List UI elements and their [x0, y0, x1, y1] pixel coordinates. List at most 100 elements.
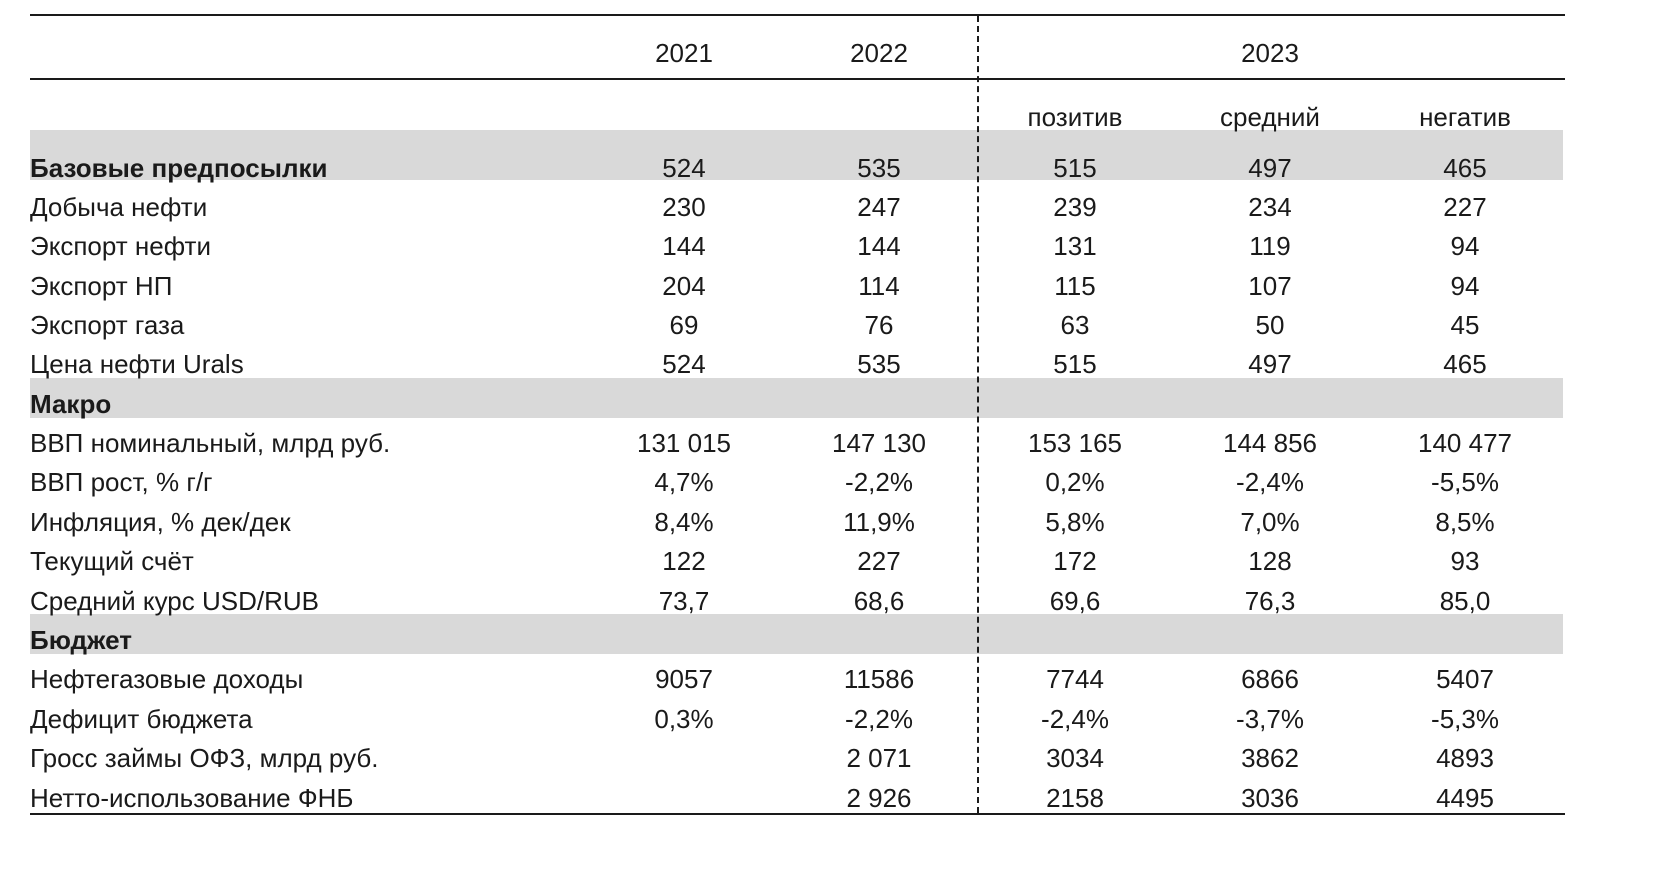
table-cell: 3862: [1241, 743, 1299, 773]
table-row: Дефицит бюджета 0,3% -2,2% -2,4% -3,7% -5,3%: [0, 699, 1660, 739]
table-cell: 11,9%: [843, 507, 915, 537]
section-band-base: [30, 130, 1563, 180]
section-band-macro: [30, 378, 1563, 418]
row-label: Дефицит бюджета: [30, 704, 253, 734]
table-cell: -2,4%: [1041, 704, 1109, 734]
table-row: Гросс займы ОФЗ, млрд руб. 2 071 3034 3862 4…: [0, 738, 1660, 778]
table-cell: 497: [1248, 349, 1292, 379]
table-cell: 144: [662, 231, 706, 261]
table-cell: -3,7%: [1236, 704, 1304, 734]
table-cell: 4893: [1436, 743, 1494, 773]
row-label: Нетто-использование ФНБ: [30, 783, 354, 813]
table-cell: 5,8%: [1045, 507, 1105, 537]
table-cell: 465: [1443, 349, 1487, 379]
table-cell: 3034: [1046, 743, 1104, 773]
row-label: ВВП рост, % г/г: [30, 467, 213, 497]
table-cell: 107: [1248, 271, 1292, 301]
table-cell: 85,0: [1439, 586, 1491, 616]
table-cell: 131 015: [637, 428, 731, 458]
table-cell: 535: [857, 349, 901, 379]
table-cell: 45: [1450, 310, 1480, 340]
table-cell: 2 071: [846, 743, 912, 773]
table-top-rule: [30, 14, 1565, 16]
scenario-positive: позитив: [1027, 102, 1123, 132]
section-row: Базовые предпосылки 524 535 515 497 465: [0, 148, 1660, 188]
table-cell: 50: [1255, 310, 1285, 340]
row-label: Инфляция, % дек/дек: [30, 507, 291, 537]
table-cell: 115: [1054, 271, 1096, 301]
row-label: Текущий счёт: [30, 546, 194, 576]
scenario-base: средний: [1220, 102, 1320, 132]
table-cell: 8,5%: [1435, 507, 1495, 537]
table-cell: 515: [1053, 349, 1097, 379]
table-cell: 6866: [1241, 664, 1299, 694]
table-cell: 153 165: [1028, 428, 1122, 458]
table-cell: 69: [669, 310, 699, 340]
table-row: Цена нефти Urals 524 535 515 497 465: [0, 344, 1660, 384]
table-cell: 68,6: [853, 586, 905, 616]
table-row: Средний курс USD/RUB 73,7 68,6 69,6 76,3 85,0: [0, 581, 1660, 621]
table-cell: 239: [1053, 192, 1097, 222]
table-row: Экспорт НП 204 114 115 107 94: [0, 266, 1660, 306]
table-row: ВВП рост, % г/г 4,7% -2,2% 0,2% -2,4% -5,5%: [0, 462, 1660, 502]
table-cell: 515: [1053, 153, 1097, 183]
year-2022: 2022: [850, 38, 908, 68]
table-cell: 535: [857, 153, 901, 183]
table-cell: 147 130: [832, 428, 926, 458]
scenario-negative: негатив: [1419, 102, 1511, 132]
table-cell: 227: [857, 546, 901, 576]
table-cell: 11586: [843, 664, 915, 694]
table-cell: 4,7%: [654, 467, 714, 497]
table-cell: 119: [1249, 231, 1291, 261]
year-2023: 2023: [1241, 38, 1299, 68]
table-cell: 76: [864, 310, 894, 340]
table-row: Инфляция, % дек/дек 8,4% 11,9% 5,8% 7,0% 8,5%: [0, 502, 1660, 542]
table-cell: 122: [662, 546, 706, 576]
row-label: ВВП номинальный, млрд руб.: [30, 428, 391, 458]
section-row: Бюджет: [0, 620, 1660, 660]
table-cell: 94: [1450, 231, 1480, 261]
table-cell: 93: [1450, 546, 1480, 576]
table-cell: 8,4%: [654, 507, 714, 537]
table-row: Экспорт нефти 144 144 131 119 94: [0, 226, 1660, 266]
table-cell: 524: [662, 349, 706, 379]
section-label: Базовые предпосылки: [30, 153, 328, 183]
row-label: Экспорт НП: [30, 271, 173, 301]
section-band-budget: [30, 614, 1563, 654]
table-row: Добыча нефти 230 247 239 234 227: [0, 187, 1660, 227]
table-cell: 7,0%: [1240, 507, 1300, 537]
row-label: Цена нефти Urals: [30, 349, 244, 379]
forecast-divider: [977, 16, 979, 813]
row-label: Нефтегазовые доходы: [30, 664, 304, 694]
table-row: ВВП номинальный, млрд руб. 131 015 147 130…: [0, 423, 1660, 463]
table-row: Нефтегазовые доходы 9057 11586 7744 6866 5407: [0, 659, 1660, 699]
table-cell: 144: [857, 231, 901, 261]
row-label: Экспорт газа: [30, 310, 185, 340]
table-cell: 524: [662, 153, 706, 183]
table-cell: 144 856: [1223, 428, 1317, 458]
table-cell: 114: [858, 271, 900, 301]
table-cell: -5,5%: [1431, 467, 1499, 497]
table-cell: 2 926: [846, 783, 912, 813]
table-cell: 230: [662, 192, 706, 222]
section-label: Макро: [30, 389, 112, 419]
table-cell: -2,4%: [1236, 467, 1304, 497]
table-cell: -2,2%: [845, 704, 913, 734]
row-label: Экспорт нефти: [30, 231, 211, 261]
table-row: Текущий счёт 122 227 172 128 93: [0, 541, 1660, 581]
table-cell: 172: [1053, 546, 1097, 576]
table-cell: 247: [857, 192, 901, 222]
row-label: Гросс займы ОФЗ, млрд руб.: [30, 743, 379, 773]
table-bottom-rule: [30, 813, 1565, 815]
section-row: Макро: [0, 384, 1660, 424]
table-cell: 140 477: [1418, 428, 1512, 458]
header-rule: [30, 78, 1565, 80]
table-cell: 3036: [1241, 783, 1299, 813]
table-cell: 131: [1053, 231, 1097, 261]
table-cell: 5407: [1436, 664, 1494, 694]
row-label: Добыча нефти: [30, 192, 208, 222]
table-cell: -2,2%: [845, 467, 913, 497]
table-cell: 227: [1443, 192, 1487, 222]
table-cell: 0,3%: [654, 704, 714, 734]
table-cell: 2158: [1046, 783, 1104, 813]
